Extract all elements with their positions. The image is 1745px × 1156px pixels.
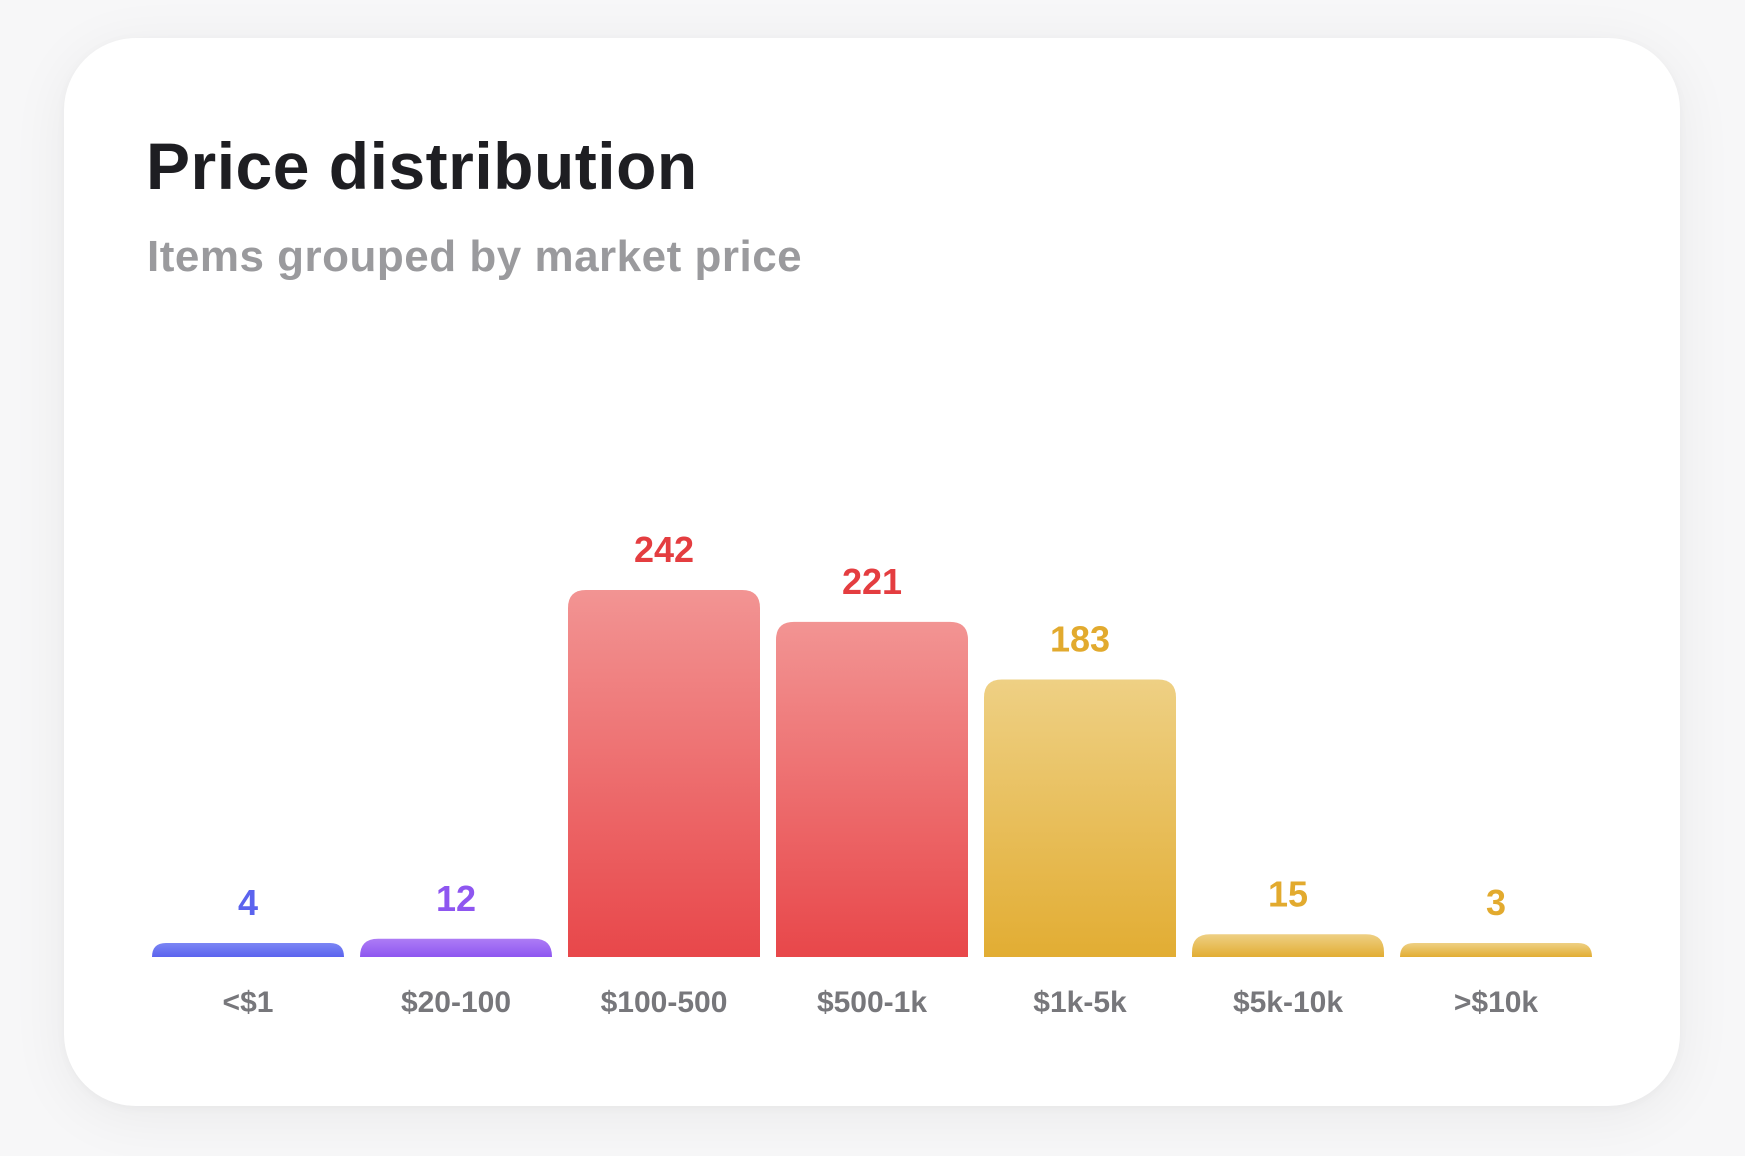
x-tick-label-1-0: <$1	[223, 986, 274, 1019]
bar-20-100-1[interactable]	[360, 938, 552, 957]
bar-5k-10k-5[interactable]	[1192, 934, 1384, 957]
x-tick-label-500-1k-3: $500-1k	[817, 986, 927, 1019]
x-tick-label-100-500-2: $100-500	[601, 986, 728, 1019]
bar-500-1k-3[interactable]	[776, 621, 968, 957]
value-labels-group: 4 12 242 221 183 15 3	[238, 529, 1506, 923]
x-tick-label-1k-5k-4: $1k-5k	[1033, 986, 1127, 1019]
value-label-1-0: 4	[238, 882, 258, 923]
bar-100-500-2[interactable]	[568, 590, 760, 957]
x-tick-label-20-100-1: $20-100	[401, 986, 511, 1019]
bar-1k-5k-4[interactable]	[984, 679, 1176, 957]
chart-title: Price distribution	[146, 129, 698, 203]
bar-10k-6[interactable]	[1400, 943, 1592, 957]
value-label-1k-5k-4: 183	[1050, 618, 1110, 659]
value-label-500-1k-3: 221	[842, 561, 902, 602]
value-label-100-500-2: 242	[634, 529, 694, 570]
tick-labels-group: <$1 $20-100 $100-500 $500-1k $1k-5k $5k-10k >$…	[223, 986, 1539, 1019]
value-label-20-100-1: 12	[436, 878, 476, 919]
value-label-10k-6: 3	[1486, 882, 1506, 923]
bar-1-0[interactable]	[152, 943, 344, 957]
x-tick-label-5k-10k-5: $5k-10k	[1233, 986, 1343, 1019]
x-tick-label-10k-6: >$10k	[1454, 986, 1539, 1019]
value-label-5k-10k-5: 15	[1268, 873, 1308, 914]
bars-group	[152, 590, 1592, 957]
chart-subtitle: Items grouped by market price	[147, 232, 803, 281]
